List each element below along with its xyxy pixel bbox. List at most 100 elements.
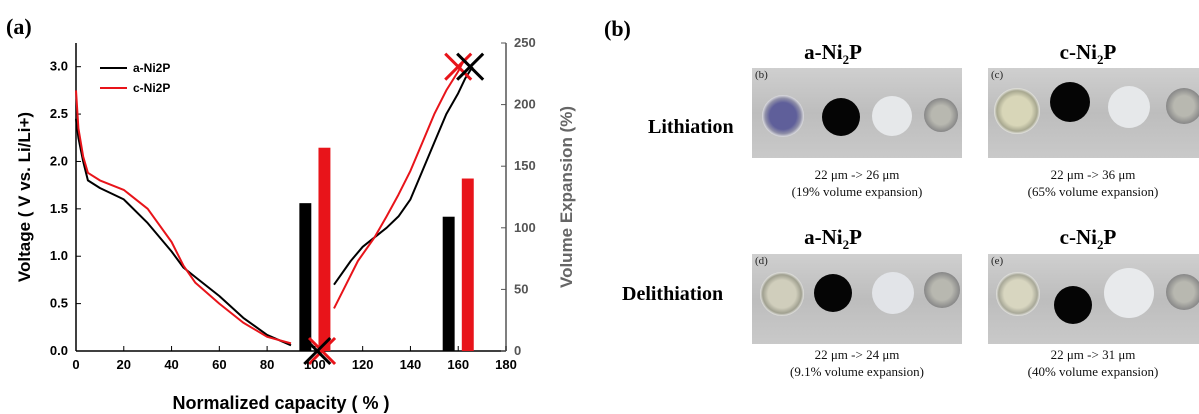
x-axis-title: Normalized capacity ( % ) bbox=[172, 393, 389, 413]
y-tick-label: 1.0 bbox=[50, 248, 68, 263]
black-disk bbox=[1054, 286, 1092, 324]
separator-disk bbox=[872, 272, 914, 314]
legend-label: c-Ni2P bbox=[133, 81, 170, 95]
x-tick-label: 80 bbox=[260, 357, 274, 372]
x-tick-label: 40 bbox=[164, 357, 178, 372]
y-tick-label: 3.0 bbox=[50, 59, 68, 74]
cross-marker bbox=[456, 52, 485, 81]
col2-title-row2-end: P bbox=[1103, 225, 1117, 249]
x-tick-label: 160 bbox=[447, 357, 469, 372]
volume-bar bbox=[442, 216, 455, 351]
y-tick-label: 2.0 bbox=[50, 153, 68, 168]
lithiation-curve bbox=[75, 118, 292, 347]
photo-lithiation-c: (c) bbox=[988, 68, 1199, 158]
axis-labels: 0 20 40 60 80 100 120 140 160 180 0.0 0.5 1.0 1.5 2.0 2… bbox=[15, 35, 576, 413]
col1-title: a-Ni2P bbox=[743, 40, 923, 68]
y-right-tick-label: 0 bbox=[514, 343, 521, 358]
spacer-disk bbox=[924, 272, 960, 308]
col1-title-sub: 2 bbox=[842, 52, 850, 68]
x-tick-label: 140 bbox=[400, 357, 422, 372]
caption-line2: (65% volume expansion) bbox=[1027, 184, 1159, 199]
x-tick-label: 120 bbox=[352, 357, 374, 372]
cross-marker bbox=[444, 52, 473, 81]
y-tick-label: 2.5 bbox=[50, 106, 68, 121]
electrode-disk bbox=[762, 95, 804, 137]
cross-marker bbox=[307, 336, 337, 366]
col2-title-sub: 2 bbox=[1097, 52, 1104, 68]
chart-panel-a: 0 20 40 60 80 100 120 140 160 180 0.0 0.5 1.0 1.5 2.0 2… bbox=[15, 35, 576, 413]
caption-line2: (19% volume expansion) bbox=[791, 184, 923, 199]
caption-line2: (9.1% volume expansion) bbox=[790, 364, 924, 379]
y-right-tick-label: 50 bbox=[514, 281, 528, 296]
spacer-disk bbox=[1166, 88, 1199, 124]
caption-delithiation-a: 22 μm -> 24 μm (9.1% volume expansion) bbox=[752, 346, 962, 380]
col2-title-row2-main: c-Ni bbox=[1059, 225, 1097, 249]
x-tick-label: 100 bbox=[304, 357, 326, 372]
x-tick-label: 0 bbox=[72, 357, 79, 372]
panel-a-label: (a) bbox=[6, 14, 32, 39]
cross-markers bbox=[303, 52, 485, 366]
photo-lithiation-a: (b) bbox=[752, 68, 962, 158]
black-disk bbox=[822, 98, 860, 136]
photo-letter-d: (d) bbox=[755, 255, 768, 267]
col1-title-row2-sub: 2 bbox=[842, 237, 850, 253]
spacer-disk bbox=[1166, 274, 1199, 310]
caption-line2: (40% volume expansion) bbox=[1027, 364, 1159, 379]
black-disk bbox=[814, 274, 852, 312]
electrode-disk bbox=[994, 88, 1040, 134]
photo-letter-b: (b) bbox=[755, 69, 768, 81]
electrode-disk bbox=[996, 272, 1040, 316]
y-right-tick-label: 200 bbox=[514, 97, 536, 112]
electrode-disk bbox=[760, 272, 804, 316]
spacer-disk bbox=[924, 98, 958, 132]
axes bbox=[75, 42, 507, 352]
separator-disk bbox=[1108, 86, 1150, 128]
row-label-lithiation: Lithiation bbox=[648, 116, 734, 138]
caption-line1: 22 μm -> 36 μm bbox=[1050, 167, 1136, 182]
photo-delithiation-c: (e) bbox=[988, 254, 1199, 344]
lithiation-curve bbox=[75, 90, 292, 345]
y-tick-label: 1.5 bbox=[50, 201, 68, 216]
y-right-tick-label: 100 bbox=[514, 220, 536, 235]
caption-line1: 22 μm -> 24 μm bbox=[814, 347, 900, 362]
caption-line1: 22 μm -> 26 μm bbox=[814, 167, 900, 182]
delithiation-curve bbox=[333, 61, 464, 309]
col1-title-end: P bbox=[849, 40, 862, 64]
x-tick-label: 60 bbox=[212, 357, 226, 372]
col2-title: c-Ni2P bbox=[998, 40, 1178, 68]
photo-letter-c: (c) bbox=[991, 69, 1004, 81]
y-right-tick-label: 250 bbox=[514, 35, 536, 50]
caption-line1: 22 μm -> 31 μm bbox=[1050, 347, 1136, 362]
col2-title-row2: c-Ni2P bbox=[998, 225, 1178, 253]
photo-delithiation-a: (d) bbox=[752, 254, 962, 344]
y-right-axis-title: Volume Expansion (%) bbox=[557, 106, 576, 288]
y-axis-title: Voltage ( V vs. Li/Li+) bbox=[15, 112, 34, 282]
x-tick-label: 180 bbox=[495, 357, 517, 372]
legend-label: a-Ni2P bbox=[133, 61, 170, 75]
volume-bar bbox=[461, 178, 474, 351]
volume-bar bbox=[299, 203, 312, 351]
panel-b: (b) a-Ni2P c-Ni2P a-Ni2P c-Ni2P Lithiati… bbox=[600, 0, 1199, 414]
col2-title-end: P bbox=[1103, 40, 1117, 64]
col1-title-row2-end: P bbox=[849, 225, 862, 249]
delithiation-curve bbox=[333, 66, 474, 286]
legend: a-Ni2P c-Ni2P bbox=[100, 61, 170, 95]
caption-lithiation-c: 22 μm -> 36 μm (65% volume expansion) bbox=[988, 166, 1198, 200]
col2-title-row2-sub: 2 bbox=[1097, 237, 1104, 253]
panel-b-label: (b) bbox=[604, 16, 631, 41]
y-right-tick-label: 150 bbox=[514, 158, 536, 173]
black-disk bbox=[1050, 82, 1090, 122]
caption-lithiation-a: 22 μm -> 26 μm (19% volume expansion) bbox=[752, 166, 962, 200]
col1-title-row2: a-Ni2P bbox=[743, 225, 923, 253]
separator-disk bbox=[1104, 268, 1154, 318]
volume-bar bbox=[318, 147, 331, 351]
volume-bars bbox=[299, 147, 474, 351]
caption-delithiation-c: 22 μm -> 31 μm (40% volume expansion) bbox=[988, 346, 1198, 380]
y-tick-label: 0.5 bbox=[50, 296, 68, 311]
separator-disk bbox=[872, 96, 912, 136]
col1-title-main: a-Ni bbox=[804, 40, 843, 64]
x-tick-label: 20 bbox=[117, 357, 131, 372]
cross-marker bbox=[303, 336, 332, 366]
row-label-delithiation: Delithiation bbox=[622, 283, 724, 305]
col2-title-main: c-Ni bbox=[1059, 40, 1097, 64]
